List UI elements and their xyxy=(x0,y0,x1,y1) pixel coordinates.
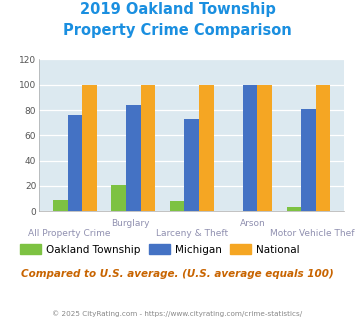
Bar xyxy=(170,201,184,211)
Text: Larceny & Theft: Larceny & Theft xyxy=(155,229,228,238)
Text: All Property Crime: All Property Crime xyxy=(28,229,111,238)
Bar xyxy=(184,119,199,211)
Text: 2019 Oakland Township: 2019 Oakland Township xyxy=(80,2,275,16)
Bar xyxy=(316,85,331,211)
Text: Arson: Arson xyxy=(240,219,266,228)
Bar xyxy=(82,85,97,211)
Bar xyxy=(67,115,82,211)
Legend: Oakland Township, Michigan, National: Oakland Township, Michigan, National xyxy=(16,240,304,259)
Text: Property Crime Comparison: Property Crime Comparison xyxy=(63,23,292,38)
Bar xyxy=(243,85,257,211)
Bar xyxy=(126,105,141,211)
Bar xyxy=(286,208,301,211)
Text: Motor Vehicle Theft: Motor Vehicle Theft xyxy=(270,229,355,238)
Text: Compared to U.S. average. (U.S. average equals 100): Compared to U.S. average. (U.S. average … xyxy=(21,269,334,279)
Bar xyxy=(111,185,126,211)
Bar xyxy=(199,85,214,211)
Text: Burglary: Burglary xyxy=(111,219,150,228)
Bar xyxy=(257,85,272,211)
Bar xyxy=(53,200,67,211)
Bar xyxy=(301,109,316,211)
Text: © 2025 CityRating.com - https://www.cityrating.com/crime-statistics/: © 2025 CityRating.com - https://www.city… xyxy=(53,310,302,317)
Bar xyxy=(141,85,155,211)
